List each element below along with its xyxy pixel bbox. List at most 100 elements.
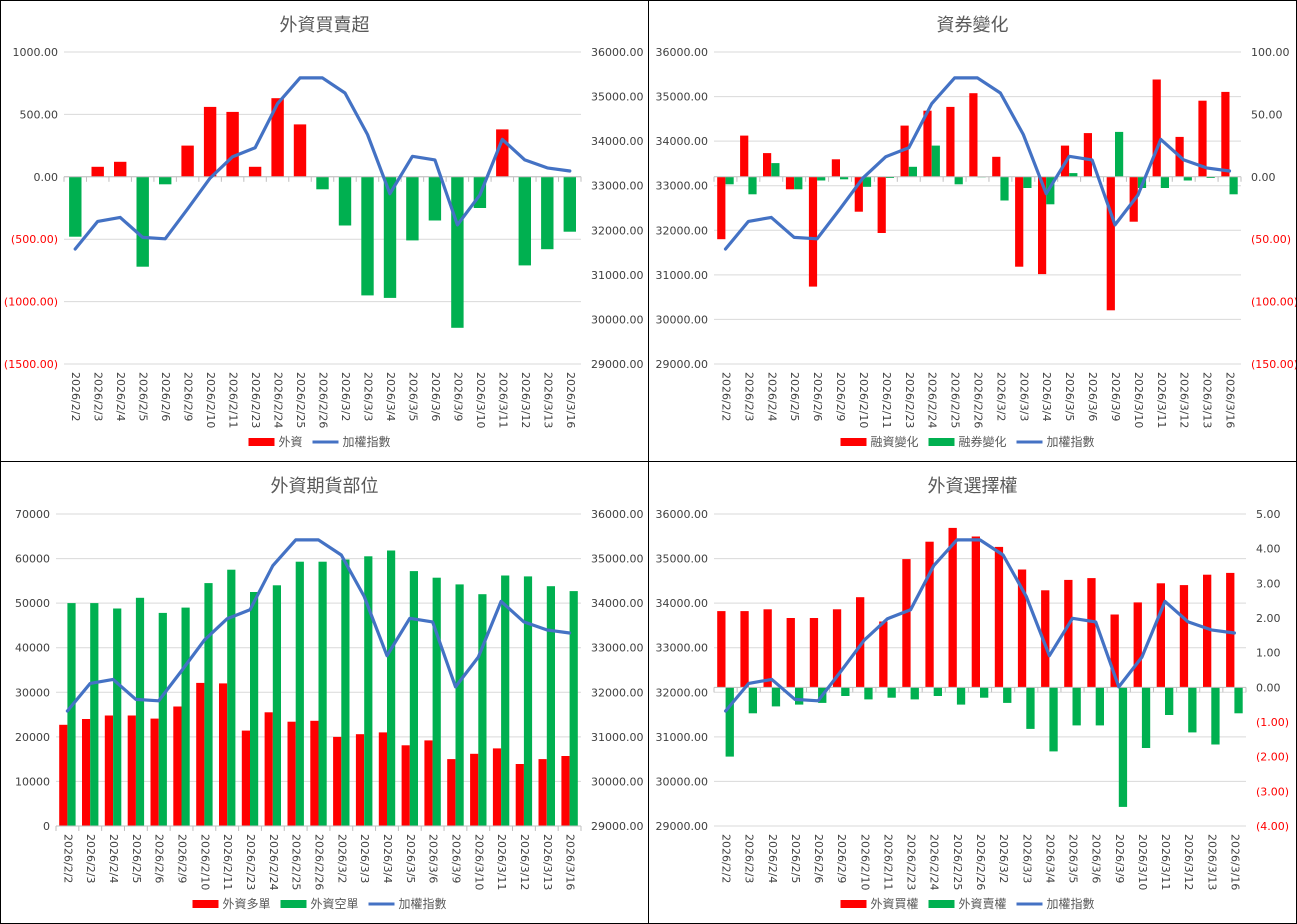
bar-外資多單-2026/2/25 — [287, 721, 296, 826]
x-tick-label: 2026/2/25 — [951, 834, 964, 890]
bar-外資賣權-2026/2/3 — [748, 687, 757, 714]
chart-panel-foreign-futures: 外資期貨部位 0 10000 20000 30000 40000 50000 60000 700… — [0, 461, 649, 924]
bar-外資-2026/3/3 — [361, 176, 374, 296]
bar-外資-2026/2/4 — [114, 161, 127, 177]
legend-label-融券變化: 融券變化 — [959, 434, 1007, 449]
x-tick-label: 2026/2/6 — [153, 834, 166, 883]
right-axis-tick-label: 34000.00 — [591, 135, 644, 148]
left-axis-tick-label: 10000 — [15, 775, 50, 788]
bar-外資多單-2026/3/9 — [447, 759, 456, 826]
bar-外資多單-2026/3/11 — [492, 748, 502, 826]
bar-外資空單-2026/3/6 — [432, 577, 441, 826]
legend-label-融資變化: 融資變化 — [871, 434, 919, 449]
left-axis-tick-label: 36000.00 — [656, 46, 709, 59]
x-tick-label: 2026/2/2 — [61, 834, 74, 883]
bar-融資變化-2026/2/2 — [717, 176, 726, 240]
x-tick-label: 2026/3/16 — [1228, 834, 1241, 890]
bar-外資-2026/3/2 — [338, 176, 352, 226]
bar-外資買權-2026/2/4 — [763, 609, 772, 688]
bar-外資-2026/3/12 — [518, 176, 531, 266]
x-tick-label: 2026/2/10 — [198, 834, 211, 890]
right-axis-tick-label: 29000.00 — [591, 820, 644, 833]
x-tick-label: 2026/3/5 — [1067, 834, 1080, 883]
chart-panel-margin-change: 資券變化 29000.00 30000.00 31000.00 32000.00 3300… — [648, 0, 1297, 462]
left-axis-tick-label: 50000 — [15, 597, 50, 610]
x-tick-label: 2026/2/9 — [176, 834, 189, 883]
bar-外資買權-2026/3/5 — [1064, 579, 1073, 688]
left-axis-tick-label: 31000.00 — [656, 731, 709, 744]
x-tick-label: 2026/3/3 — [362, 372, 375, 421]
bar-外資買權-2026/3/2 — [994, 546, 1004, 688]
x-tick-label: 2026/3/5 — [404, 834, 417, 883]
index-line-加權指數 — [723, 76, 1232, 251]
x-tick-label: 2026/2/24 — [926, 372, 939, 428]
bar-融資變化-2026/2/4 — [763, 153, 772, 177]
legend-label-加權指數: 加權指數 — [343, 434, 391, 449]
x-tick-label: 2026/2/11 — [882, 834, 895, 890]
bar-外資空單-2026/3/2 — [341, 559, 350, 826]
right-axis-tick-label: (100.00) — [1251, 296, 1296, 309]
right-axis-tick-label: 36000.00 — [591, 508, 644, 521]
right-axis-tick-label: 4.00 — [1256, 543, 1281, 556]
right-axis-tick-label: 2.00 — [1256, 612, 1281, 625]
bar-融資變化-2026/3/2 — [992, 156, 1001, 177]
x-tick-label: 2026/3/13 — [1201, 372, 1214, 428]
bar-外資賣權-2026/2/10 — [864, 687, 873, 700]
chart-title: 資券變化 — [937, 15, 1009, 36]
left-axis-tick-label: 36000.00 — [656, 508, 709, 521]
x-tick-label: 2026/2/6 — [812, 834, 825, 883]
x-tick-label: 2026/3/4 — [381, 834, 394, 883]
bar-外資-2026/2/6 — [159, 176, 172, 185]
legend-swatch-融券變化 — [928, 438, 955, 446]
legend-label-外資買權: 外資買權 — [871, 897, 919, 911]
legend-swatch-融資變化 — [840, 438, 867, 446]
bar-融券變化-2026/3/11 — [1160, 176, 1169, 188]
x-tick-label: 2026/2/2 — [720, 834, 733, 883]
bar-外資買權-2026/3/12 — [1179, 585, 1189, 688]
bar-外資賣權-2026/3/5 — [1072, 687, 1081, 726]
bar-外資買權-2026/3/6 — [1087, 578, 1096, 688]
bar-外資賣權-2026/3/10 — [1141, 687, 1151, 748]
x-tick-label: 2026/3/11 — [1159, 834, 1172, 890]
bar-外資賣權-2026/3/11 — [1165, 687, 1174, 715]
x-tick-label: 2026/3/3 — [1020, 834, 1033, 883]
bar-融券變化-2026/2/24 — [931, 145, 940, 177]
bar-外資賣權-2026/2/25 — [956, 687, 966, 705]
right-axis-tick-label: 0.00 — [1251, 171, 1276, 184]
bar-融資變化-2026/2/23 — [900, 125, 909, 177]
left-axis-tick-label: 40000 — [15, 642, 50, 655]
legend-swatch-外資空單 — [280, 900, 307, 908]
x-tick-label: 2026/3/13 — [541, 372, 554, 428]
x-tick-label: 2026/2/5 — [130, 834, 143, 883]
bar-融券變化-2026/2/3 — [748, 176, 757, 195]
x-tick-label: 2026/2/26 — [313, 834, 326, 890]
bar-融券變化-2026/3/9 — [1115, 131, 1124, 177]
bar-外資買權-2026/2/24 — [925, 541, 934, 688]
x-tick-label: 2026/3/11 — [496, 372, 509, 428]
bar-外資買權-2026/2/6 — [809, 618, 819, 688]
x-tick-label: 2026/2/24 — [272, 372, 285, 428]
bar-外資賣權-2026/3/3 — [1026, 687, 1035, 729]
bar-外資空單-2026/3/9 — [455, 584, 464, 826]
x-tick-label: 2026/2/10 — [204, 372, 217, 428]
right-axis-tick-label: 3.00 — [1256, 577, 1281, 590]
left-axis-tick-label: 35000.00 — [656, 91, 709, 104]
bar-外資買權-2026/2/5 — [786, 618, 795, 688]
bar-外資賣權-2026/3/6 — [1095, 687, 1104, 726]
x-tick-label: 2026/3/16 — [564, 834, 577, 890]
index-line-加權指數 — [723, 538, 1237, 713]
right-axis-tick-label: 30000.00 — [591, 775, 644, 788]
right-axis-tick-label: 0.00 — [1256, 681, 1281, 694]
x-tick-label: 2026/2/4 — [107, 834, 120, 883]
legend-label-外資空單: 外資空單 — [311, 897, 359, 911]
x-tick-label: 2026/3/2 — [339, 372, 352, 421]
foreign-options-chart: 外資選擇權 29000.00 30000.00 31000.00 32000.00 330… — [656, 476, 1290, 911]
legend-label-外資: 外資 — [279, 435, 303, 449]
x-tick-label: 2026/2/24 — [267, 834, 280, 890]
x-tick-label: 2026/2/26 — [972, 372, 985, 428]
bar-外資買權-2026/3/13 — [1203, 574, 1212, 688]
index-line-加權指數 — [65, 538, 572, 713]
right-axis-tick-label: 36000.00 — [591, 46, 644, 59]
bar-外資多單-2026/3/5 — [401, 745, 410, 826]
x-tick-label: 2026/3/5 — [1063, 372, 1076, 421]
